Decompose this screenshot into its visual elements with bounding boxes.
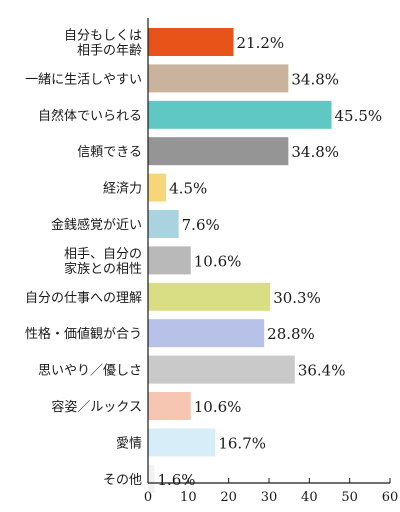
x-tick-label: 60 [382, 490, 399, 505]
bar [148, 173, 167, 202]
category-label: 性格・価値観が合う [25, 326, 142, 342]
value-label: 36.4% [298, 362, 346, 380]
x-tick-label: 30 [261, 490, 278, 505]
x-tick-label: 10 [180, 490, 197, 505]
category-label: 自分もしくは [64, 29, 142, 44]
bar [148, 64, 289, 93]
bar [148, 246, 191, 275]
category-label: 思いやり／優しさ [38, 364, 142, 379]
value-label: 28.8% [267, 325, 315, 343]
x-axis: 0 10 20 30 40 50 60 [144, 18, 398, 505]
category-label: その他 [103, 473, 142, 488]
category-label: 信頼できる [77, 145, 142, 160]
bar [148, 392, 191, 420]
value-label: 34.8% [291, 70, 339, 88]
value-label: 45.5% [335, 107, 383, 125]
value-label: 10.6% [194, 252, 242, 270]
x-tick-label: 40 [301, 490, 318, 505]
bar [148, 464, 155, 493]
value-label: 1.6% [157, 471, 195, 489]
x-tick-label: 0 [144, 490, 152, 505]
category-label: 経済力 [103, 181, 142, 197]
value-label: 34.8% [291, 143, 339, 161]
category-label: 相手の年齢 [77, 44, 142, 59]
x-tick-label: 20 [220, 490, 237, 505]
value-labels: 21.2% 34.8% 45.5% 34.8% 4.5% 7.6% 10.6% 30.3% 28… [157, 34, 382, 489]
value-label: 30.3% [273, 289, 321, 307]
x-tick-label: 50 [341, 490, 358, 505]
bar [148, 137, 289, 166]
category-label: 自然体でいられる [38, 108, 142, 124]
value-label: 21.2% [237, 34, 285, 52]
value-label: 16.7% [218, 434, 266, 452]
value-label: 4.5% [169, 180, 207, 198]
category-label: 容姿／ルックス [51, 399, 142, 415]
bar [148, 428, 216, 457]
bar [148, 282, 271, 311]
bar [148, 319, 265, 348]
category-labels: 自分もしくは相手の年齢一緒に生活しやすい自然体でいられる信頼できる経済力金銭感覚… [25, 29, 142, 488]
category-label: 一緒に生活しやすい [25, 72, 142, 87]
category-label: 金銭感覚が近い [51, 217, 142, 233]
category-label: 自分の仕事への理解 [25, 291, 142, 306]
value-label: 10.6% [194, 398, 242, 416]
bar [148, 355, 295, 384]
category-label: 家族との相性 [64, 261, 142, 277]
bar [148, 210, 179, 238]
value-label: 7.6% [182, 216, 220, 234]
bar [148, 28, 234, 56]
bar [148, 100, 332, 129]
bars-layer [148, 28, 332, 493]
category-label: 愛情 [116, 436, 142, 451]
category-label: 相手、自分の [64, 247, 142, 262]
